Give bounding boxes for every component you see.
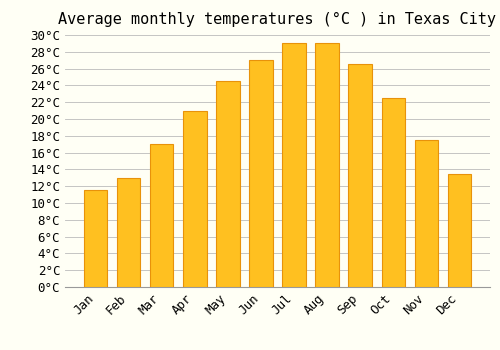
Bar xyxy=(414,140,438,287)
Bar xyxy=(348,64,372,287)
Title: Average monthly temperatures (°C ) in Texas City: Average monthly temperatures (°C ) in Te… xyxy=(58,12,496,27)
Bar xyxy=(216,81,240,287)
Bar xyxy=(184,111,206,287)
Bar xyxy=(282,43,306,287)
Bar xyxy=(84,190,108,287)
Bar xyxy=(448,174,470,287)
Bar xyxy=(118,178,141,287)
Bar xyxy=(150,144,174,287)
Bar xyxy=(316,43,338,287)
Bar xyxy=(382,98,404,287)
Bar xyxy=(250,60,272,287)
